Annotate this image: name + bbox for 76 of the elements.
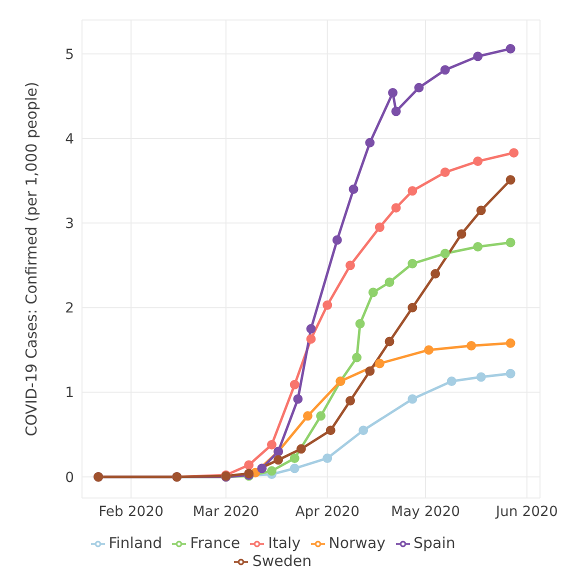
point — [509, 148, 519, 158]
y-tick-label: 3 — [65, 216, 74, 232]
point — [306, 334, 316, 344]
point — [408, 302, 418, 312]
point — [322, 453, 332, 463]
y-tick-label: 5 — [65, 46, 74, 63]
point — [506, 338, 516, 348]
point — [365, 138, 375, 148]
point — [456, 229, 466, 239]
point — [506, 44, 516, 54]
point — [274, 455, 284, 465]
point — [466, 340, 476, 350]
point — [290, 453, 300, 463]
point — [473, 52, 483, 62]
y-tick-label: 4 — [65, 131, 74, 148]
point — [244, 460, 254, 470]
point — [322, 300, 332, 310]
point — [446, 376, 456, 386]
point — [316, 411, 326, 421]
y-tick-label: 0 — [65, 470, 74, 486]
point — [388, 88, 398, 98]
x-tick-label: Jun 2020 — [494, 504, 558, 520]
point — [302, 411, 312, 421]
legend-label: Spain — [414, 534, 456, 552]
point — [290, 380, 300, 390]
point — [384, 336, 394, 346]
point — [355, 318, 365, 328]
point — [476, 372, 486, 382]
point — [440, 248, 450, 258]
point — [391, 203, 401, 213]
legend-label: Norway — [328, 534, 386, 552]
point — [365, 366, 375, 376]
point — [326, 426, 336, 436]
point — [391, 106, 401, 116]
x-tick-label: Feb 2020 — [98, 504, 164, 520]
point — [430, 269, 440, 279]
y-tick-label: 1 — [65, 385, 74, 402]
point — [332, 235, 342, 245]
point — [408, 186, 418, 196]
point — [506, 175, 516, 185]
y-tick-label: 2 — [65, 300, 74, 317]
point — [368, 288, 378, 298]
point — [374, 358, 384, 368]
point — [473, 156, 483, 166]
point — [346, 396, 356, 406]
y-axis-title: COVID-19 Cases: Confirmed (per 1,000 people) — [22, 82, 40, 436]
point — [408, 394, 418, 404]
point — [424, 345, 434, 355]
point — [296, 444, 306, 454]
point — [440, 65, 450, 75]
point — [290, 464, 300, 474]
legend-label: Sweden — [252, 552, 312, 570]
point — [352, 352, 362, 362]
point — [473, 242, 483, 252]
point — [506, 238, 516, 248]
point — [266, 466, 276, 476]
point — [358, 426, 368, 436]
x-tick-label: May 2020 — [390, 504, 460, 520]
x-tick-label: Apr 2020 — [295, 504, 360, 520]
point — [440, 168, 450, 178]
x-tick-label: Mar 2020 — [192, 504, 260, 520]
point — [266, 440, 276, 450]
point — [346, 260, 356, 270]
point — [476, 206, 486, 216]
point — [408, 258, 418, 268]
legend-label: Italy — [268, 534, 301, 552]
point — [374, 222, 384, 232]
point — [506, 368, 516, 378]
point — [384, 278, 394, 288]
point — [293, 394, 303, 404]
legend-label: Finland — [108, 534, 162, 552]
point — [257, 464, 267, 474]
point — [306, 324, 316, 334]
legend-label: France — [190, 534, 240, 552]
point — [348, 184, 358, 194]
point — [414, 82, 424, 92]
